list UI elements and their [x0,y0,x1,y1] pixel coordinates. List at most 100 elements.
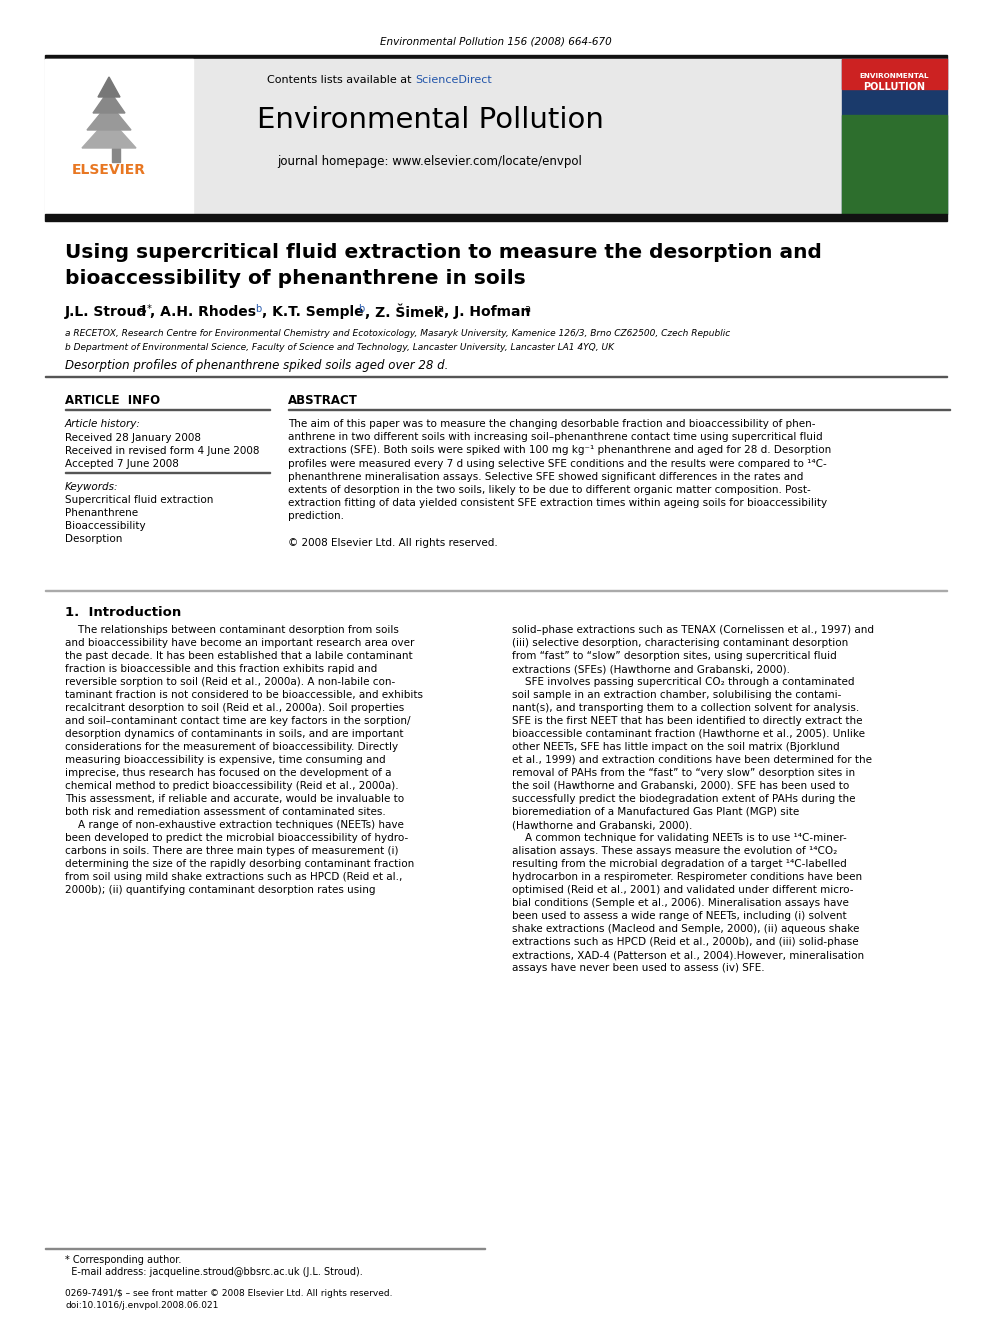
Text: fraction is bioaccessible and this fraction exhibits rapid and: fraction is bioaccessible and this fract… [65,664,377,673]
Text: taminant fraction is not considered to be bioaccessible, and exhibits: taminant fraction is not considered to b… [65,691,423,700]
Text: Article history:: Article history: [65,419,141,429]
Text: soil sample in an extraction chamber, solubilising the contami-: soil sample in an extraction chamber, so… [512,691,841,700]
Text: extraction fitting of data yielded consistent SFE extraction times within ageing: extraction fitting of data yielded consi… [288,499,827,508]
Text: Keywords:: Keywords: [65,482,118,492]
Text: reversible sorption to soil (Reid et al., 2000a). A non-labile con-: reversible sorption to soil (Reid et al.… [65,677,395,687]
Bar [45,60,193,214]
Text: resulting from the microbial degradation of a target ¹⁴C-labelled: resulting from the microbial degradation… [512,859,847,869]
Text: This assessment, if reliable and accurate, would be invaluable to: This assessment, if reliable and accurat… [65,794,404,804]
Bar [45,60,947,214]
Text: b: b [255,304,261,314]
Text: Contents lists available at: Contents lists available at [267,75,415,85]
Text: Phenanthrene: Phenanthrene [65,508,138,519]
Text: been used to assess a wide range of NEETs, including (i) solvent: been used to assess a wide range of NEET… [512,912,846,921]
Text: shake extractions (Macleod and Semple, 2000), (ii) aqueous shake: shake extractions (Macleod and Semple, 2… [512,923,859,934]
Text: © 2008 Elsevier Ltd. All rights reserved.: © 2008 Elsevier Ltd. All rights reserved… [288,538,498,548]
Text: the soil (Hawthorne and Grabanski, 2000). SFE has been used to: the soil (Hawthorne and Grabanski, 2000)… [512,781,849,791]
Text: extractions (SFEs) (Hawthorne and Grabanski, 2000).: extractions (SFEs) (Hawthorne and Graban… [512,664,790,673]
Text: POLLUTION: POLLUTION [863,82,925,93]
Text: , K.T. Semple: , K.T. Semple [262,306,364,319]
Text: 2000b); (ii) quantifying contaminant desorption rates using: 2000b); (ii) quantifying contaminant des… [65,885,376,894]
Text: phenanthrene mineralisation assays. Selective SFE showed significant differences: phenanthrene mineralisation assays. Sele… [288,472,804,482]
Bar [55,64,183,164]
Text: prediction.: prediction. [288,512,344,521]
Text: A range of non-exhaustive extraction techniques (NEETs) have: A range of non-exhaustive extraction tec… [65,820,404,830]
Text: extractions such as HPCD (Reid et al., 2000b), and (iii) solid-phase: extractions such as HPCD (Reid et al., 2… [512,937,859,947]
Text: extents of desorption in the two soils, likely to be due to different organic ma: extents of desorption in the two soils, … [288,486,810,495]
Text: ENVIRONMENTAL: ENVIRONMENTAL [859,73,929,79]
Text: ABSTRACT: ABSTRACT [288,393,358,406]
Text: measuring bioaccessibility is expensive, time consuming and: measuring bioaccessibility is expensive,… [65,755,386,765]
Text: hydrocarbon in a respirometer. Respirometer conditions have been: hydrocarbon in a respirometer. Respirome… [512,872,862,882]
Text: from soil using mild shake extractions such as HPCD (Reid et al.,: from soil using mild shake extractions s… [65,872,403,882]
Text: b: b [358,304,364,314]
Polygon shape [98,77,120,97]
Text: and bioaccessibility have become an important research area over: and bioaccessibility have become an impo… [65,638,415,648]
Text: Environmental Pollution 156 (2008) 664-670: Environmental Pollution 156 (2008) 664-6… [380,37,612,48]
Text: SFE is the first NEET that has been identified to directly extract the: SFE is the first NEET that has been iden… [512,716,862,726]
Text: journal homepage: www.elsevier.com/locate/envpol: journal homepage: www.elsevier.com/locat… [278,156,582,168]
Text: optimised (Reid et al., 2001) and validated under different micro-: optimised (Reid et al., 2001) and valida… [512,885,853,894]
Text: , A.H. Rhodes: , A.H. Rhodes [150,306,256,319]
Text: * Corresponding author.: * Corresponding author. [65,1256,182,1265]
Text: and soil–contaminant contact time are key factors in the sorption/: and soil–contaminant contact time are ke… [65,716,411,726]
Text: bial conditions (Semple et al., 2006). Mineralisation assays have: bial conditions (Semple et al., 2006). M… [512,898,849,908]
Text: The relationships between contaminant desorption from soils: The relationships between contaminant de… [65,624,399,635]
Text: profiles were measured every 7 d using selective SFE conditions and the results : profiles were measured every 7 d using s… [288,459,826,468]
Text: 0269-7491/$ – see front matter © 2008 Elsevier Ltd. All rights reserved.: 0269-7491/$ – see front matter © 2008 El… [65,1289,393,1298]
Text: ELSEVIER: ELSEVIER [72,163,146,177]
Text: Accepted 7 June 2008: Accepted 7 June 2008 [65,459,179,468]
Polygon shape [93,90,125,112]
Text: Desorption: Desorption [65,534,122,544]
Bar [112,148,120,161]
Text: , J. Hofman: , J. Hofman [444,306,531,319]
Bar [842,60,947,214]
Bar [842,60,947,89]
Text: The aim of this paper was to measure the changing desorbable fraction and bioacc: The aim of this paper was to measure the… [288,419,815,429]
Text: a: a [524,304,530,314]
Text: determining the size of the rapidly desorbing contaminant fraction: determining the size of the rapidly deso… [65,859,415,869]
Text: (Hawthorne and Grabanski, 2000).: (Hawthorne and Grabanski, 2000). [512,820,692,830]
Text: (iii) selective desorption, characterising contaminant desorption: (iii) selective desorption, characterisi… [512,638,848,648]
Text: from “fast” to “slow” desorption sites, using supercritical fluid: from “fast” to “slow” desorption sites, … [512,651,836,662]
Text: the past decade. It has been established that a labile contaminant: the past decade. It has been established… [65,651,413,662]
Text: Bioaccessibility: Bioaccessibility [65,521,146,531]
Text: been developed to predict the microbial bioaccessibility of hydro-: been developed to predict the microbial … [65,833,409,843]
Text: E-mail address: jacqueline.stroud@bbsrc.ac.uk (J.L. Stroud).: E-mail address: jacqueline.stroud@bbsrc.… [65,1267,363,1277]
Text: removal of PAHs from the “fast” to “very slow” desorption sites in: removal of PAHs from the “fast” to “very… [512,767,855,778]
Text: Using supercritical fluid extraction to measure the desorption and: Using supercritical fluid extraction to … [65,242,822,262]
Text: bioaccessible contaminant fraction (Hawthorne et al., 2005). Unlike: bioaccessible contaminant fraction (Hawt… [512,729,865,740]
Text: bioaccessibility of phenanthrene in soils: bioaccessibility of phenanthrene in soil… [65,269,526,287]
Text: A common technique for validating NEETs is to use ¹⁴C-miner-: A common technique for validating NEETs … [512,833,847,843]
Text: other NEETs, SFE has little impact on the soil matrix (Bjorklund: other NEETs, SFE has little impact on th… [512,742,839,751]
Text: anthrene in two different soils with increasing soil–phenanthrene contact time u: anthrene in two different soils with inc… [288,433,822,442]
Text: et al., 1999) and extraction conditions have been determined for the: et al., 1999) and extraction conditions … [512,755,872,765]
Text: bioremediation of a Manufactured Gas Plant (MGP) site: bioremediation of a Manufactured Gas Pla… [512,807,800,818]
Text: J.L. Stroud: J.L. Stroud [65,306,147,319]
Text: , Z. Šimek: , Z. Šimek [365,304,443,320]
Text: Received 28 January 2008: Received 28 January 2008 [65,433,201,443]
Text: Received in revised form 4 June 2008: Received in revised form 4 June 2008 [65,446,260,456]
Text: a: a [437,304,443,314]
Text: Desorption profiles of phenanthrene spiked soils aged over 28 d.: Desorption profiles of phenanthrene spik… [65,360,448,373]
Text: ScienceDirect: ScienceDirect [415,75,492,85]
Text: doi:10.1016/j.envpol.2008.06.021: doi:10.1016/j.envpol.2008.06.021 [65,1301,218,1310]
Text: a,*: a,* [138,304,152,314]
Text: Environmental Pollution: Environmental Pollution [257,106,603,134]
Text: considerations for the measurement of bioaccessibility. Directly: considerations for the measurement of bi… [65,742,398,751]
Text: 1.  Introduction: 1. Introduction [65,606,182,618]
Text: ARTICLE  INFO: ARTICLE INFO [65,393,160,406]
Text: Supercritical fluid extraction: Supercritical fluid extraction [65,495,213,505]
Text: nant(s), and transporting them to a collection solvent for analysis.: nant(s), and transporting them to a coll… [512,703,859,713]
Text: recalcitrant desorption to soil (Reid et al., 2000a). Soil properties: recalcitrant desorption to soil (Reid et… [65,703,405,713]
Text: solid–phase extractions such as TENAX (Cornelissen et al., 1997) and: solid–phase extractions such as TENAX (C… [512,624,874,635]
Text: imprecise, thus research has focused on the development of a: imprecise, thus research has focused on … [65,767,392,778]
Text: assays have never been used to assess (iv) SFE.: assays have never been used to assess (i… [512,963,765,972]
Text: both risk and remediation assessment of contaminated sites.: both risk and remediation assessment of … [65,807,386,818]
Polygon shape [87,103,131,130]
Text: desorption dynamics of contaminants in soils, and are important: desorption dynamics of contaminants in s… [65,729,404,740]
Text: extractions (SFE). Both soils were spiked with 100 mg kg⁻¹ phenanthrene and aged: extractions (SFE). Both soils were spike… [288,446,831,455]
Text: a RECETOX, Research Centre for Environmental Chemistry and Ecotoxicology, Masary: a RECETOX, Research Centre for Environme… [65,329,730,339]
Text: extractions, XAD-4 (Patterson et al., 2004).However, mineralisation: extractions, XAD-4 (Patterson et al., 20… [512,950,864,960]
Bar [45,56,947,60]
